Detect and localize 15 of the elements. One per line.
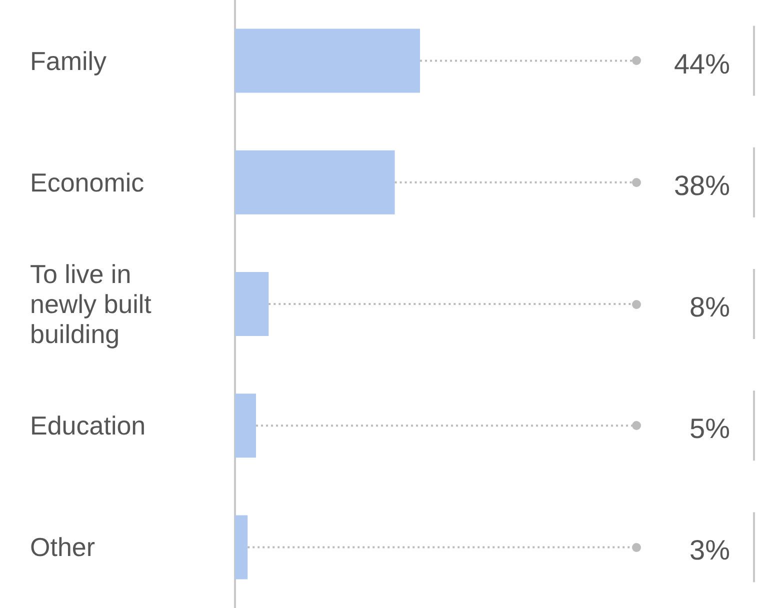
data-label: 38% [674,170,730,201]
data-label: 44% [674,48,730,80]
bar [235,515,248,580]
y-tick-label: Economic [30,167,144,198]
y-tick-label: Family [30,46,107,76]
bar [235,28,420,93]
data-label: 8% [690,292,730,322]
bar [235,150,395,214]
data-label: 3% [690,534,730,566]
y-tick-label: Education [30,410,146,441]
data-label: 5% [690,413,730,444]
y-tick-label: Other [30,532,96,562]
bar [235,394,256,458]
y-tick-label: To live in newly built building [30,259,159,349]
bar [235,272,269,336]
